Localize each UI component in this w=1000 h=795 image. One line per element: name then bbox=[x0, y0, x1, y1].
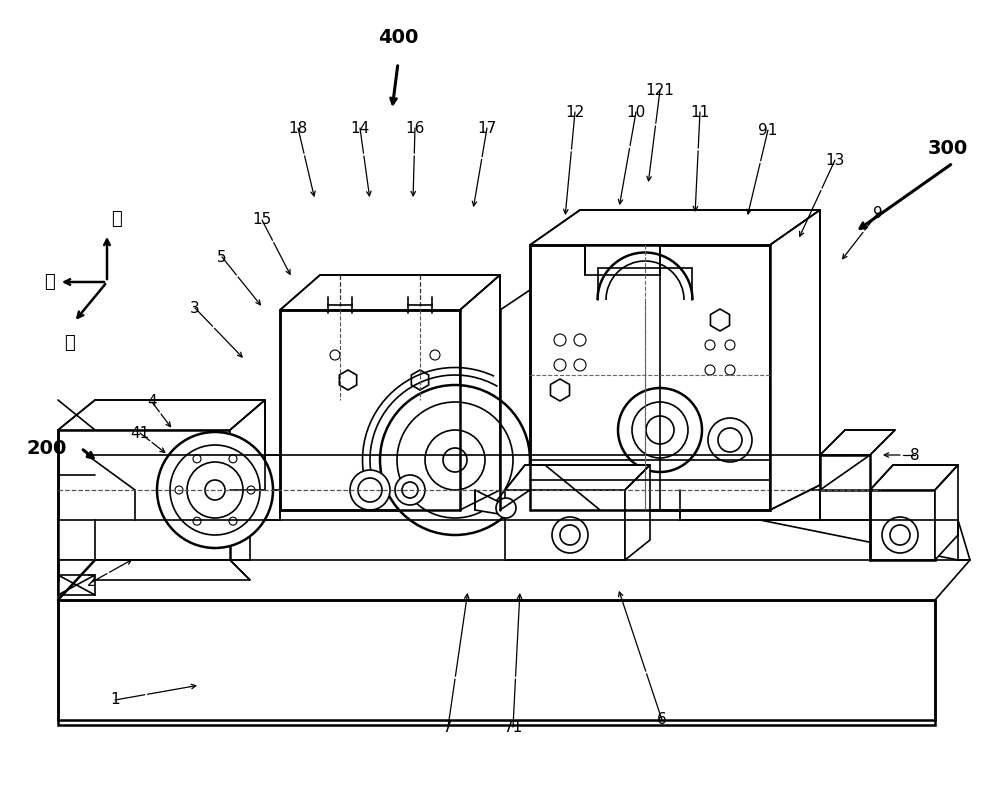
Polygon shape bbox=[585, 245, 660, 275]
Text: 41: 41 bbox=[130, 425, 150, 440]
Circle shape bbox=[205, 480, 225, 500]
Polygon shape bbox=[475, 490, 505, 515]
Polygon shape bbox=[230, 400, 265, 490]
Text: 5: 5 bbox=[217, 250, 227, 265]
Polygon shape bbox=[550, 379, 570, 401]
Polygon shape bbox=[820, 455, 870, 490]
Circle shape bbox=[725, 340, 735, 350]
Text: 18: 18 bbox=[288, 121, 308, 135]
Polygon shape bbox=[280, 310, 460, 510]
Circle shape bbox=[380, 385, 530, 535]
Text: 13: 13 bbox=[825, 153, 845, 168]
Circle shape bbox=[882, 517, 918, 553]
Circle shape bbox=[708, 418, 752, 462]
Circle shape bbox=[330, 350, 340, 360]
Polygon shape bbox=[58, 430, 230, 560]
Circle shape bbox=[718, 428, 742, 452]
Polygon shape bbox=[411, 370, 429, 390]
Text: 71: 71 bbox=[503, 719, 523, 735]
Text: 17: 17 bbox=[477, 121, 497, 135]
Text: 200: 200 bbox=[26, 439, 66, 457]
Text: 8: 8 bbox=[910, 448, 920, 463]
Text: 前: 前 bbox=[64, 334, 74, 352]
Circle shape bbox=[247, 486, 255, 494]
Circle shape bbox=[229, 518, 237, 525]
Circle shape bbox=[560, 525, 580, 545]
Text: 11: 11 bbox=[690, 104, 710, 119]
Polygon shape bbox=[680, 490, 820, 520]
Text: 3: 3 bbox=[190, 301, 200, 316]
Text: 400: 400 bbox=[378, 28, 418, 47]
Polygon shape bbox=[770, 210, 820, 510]
Circle shape bbox=[425, 430, 485, 490]
Circle shape bbox=[175, 486, 183, 494]
Polygon shape bbox=[505, 490, 625, 560]
Text: 上: 上 bbox=[111, 210, 122, 228]
Polygon shape bbox=[870, 490, 935, 560]
Text: 91: 91 bbox=[758, 122, 778, 138]
Circle shape bbox=[229, 455, 237, 463]
Polygon shape bbox=[505, 465, 650, 490]
Text: 15: 15 bbox=[252, 212, 272, 227]
Circle shape bbox=[574, 359, 586, 371]
Text: 9: 9 bbox=[873, 205, 883, 220]
Text: 1: 1 bbox=[110, 692, 120, 708]
Text: 2: 2 bbox=[87, 575, 97, 590]
Polygon shape bbox=[58, 560, 250, 580]
Circle shape bbox=[350, 470, 390, 510]
Polygon shape bbox=[935, 465, 958, 560]
Polygon shape bbox=[870, 465, 958, 490]
Circle shape bbox=[890, 525, 910, 545]
Text: 6: 6 bbox=[657, 712, 667, 727]
Polygon shape bbox=[135, 490, 280, 520]
Circle shape bbox=[170, 445, 260, 535]
Circle shape bbox=[618, 388, 702, 472]
Circle shape bbox=[554, 359, 566, 371]
Text: 14: 14 bbox=[350, 121, 370, 135]
Circle shape bbox=[725, 365, 735, 375]
Polygon shape bbox=[58, 575, 95, 595]
Circle shape bbox=[193, 518, 201, 525]
Polygon shape bbox=[87, 455, 870, 490]
Text: 7: 7 bbox=[443, 719, 453, 735]
Circle shape bbox=[552, 517, 588, 553]
Text: 左: 左 bbox=[44, 273, 55, 291]
Polygon shape bbox=[58, 400, 265, 430]
Circle shape bbox=[397, 402, 513, 518]
Polygon shape bbox=[460, 275, 500, 510]
Polygon shape bbox=[625, 465, 650, 560]
Circle shape bbox=[193, 455, 201, 463]
Circle shape bbox=[187, 462, 243, 518]
Polygon shape bbox=[58, 520, 250, 560]
Text: 300: 300 bbox=[928, 138, 968, 157]
Polygon shape bbox=[820, 430, 895, 455]
Circle shape bbox=[705, 340, 715, 350]
Text: 10: 10 bbox=[626, 104, 646, 119]
Text: 121: 121 bbox=[646, 83, 674, 98]
Polygon shape bbox=[530, 210, 820, 245]
Polygon shape bbox=[280, 275, 500, 310]
Polygon shape bbox=[339, 370, 357, 390]
Circle shape bbox=[443, 448, 467, 472]
Circle shape bbox=[395, 475, 425, 505]
Circle shape bbox=[496, 498, 516, 518]
Text: 12: 12 bbox=[565, 104, 585, 119]
Circle shape bbox=[358, 478, 382, 502]
Polygon shape bbox=[58, 600, 935, 725]
Circle shape bbox=[554, 334, 566, 346]
Circle shape bbox=[646, 416, 674, 444]
Circle shape bbox=[402, 482, 418, 498]
Text: 4: 4 bbox=[147, 394, 157, 409]
Circle shape bbox=[157, 432, 273, 548]
Polygon shape bbox=[760, 520, 970, 560]
Polygon shape bbox=[530, 245, 770, 510]
Circle shape bbox=[574, 334, 586, 346]
Polygon shape bbox=[710, 309, 730, 331]
Circle shape bbox=[705, 365, 715, 375]
Text: 16: 16 bbox=[405, 121, 425, 135]
Circle shape bbox=[632, 402, 688, 458]
Circle shape bbox=[430, 350, 440, 360]
